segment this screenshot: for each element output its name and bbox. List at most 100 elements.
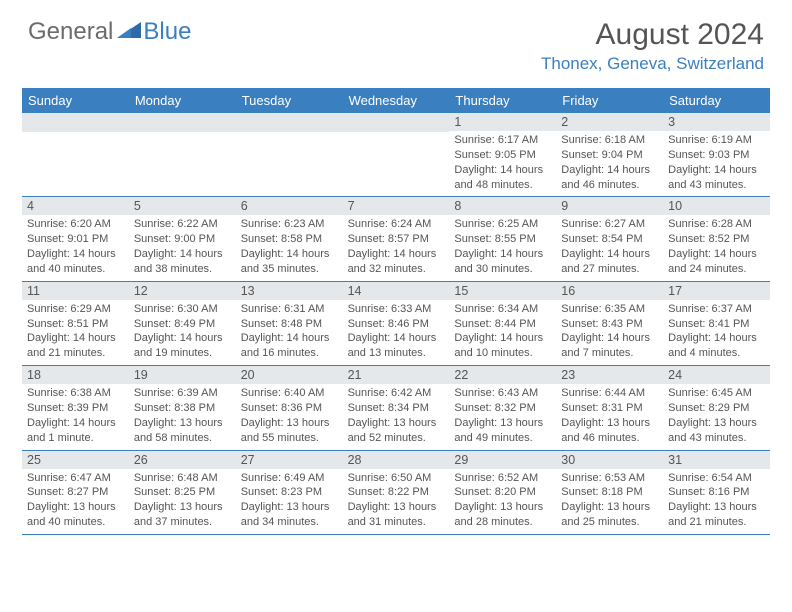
- sunrise-line: Sunrise: 6:45 AM: [668, 386, 765, 401]
- day-details: Sunrise: 6:17 AMSunset: 9:05 PMDaylight:…: [449, 131, 556, 196]
- day-cell: 13Sunrise: 6:31 AMSunset: 8:48 PMDayligh…: [236, 282, 343, 365]
- daylight-line: Daylight: 14 hours and 24 minutes.: [668, 247, 765, 277]
- weekday-tuesday: Tuesday: [236, 88, 343, 113]
- day-details: Sunrise: 6:50 AMSunset: 8:22 PMDaylight:…: [343, 469, 450, 534]
- day-cell: 11Sunrise: 6:29 AMSunset: 8:51 PMDayligh…: [22, 282, 129, 365]
- sunset-line: Sunset: 8:57 PM: [348, 232, 445, 247]
- day-cell: 6Sunrise: 6:23 AMSunset: 8:58 PMDaylight…: [236, 197, 343, 280]
- sunset-line: Sunset: 8:43 PM: [561, 317, 658, 332]
- daylight-line: Daylight: 14 hours and 10 minutes.: [454, 331, 551, 361]
- day-cell: 9Sunrise: 6:27 AMSunset: 8:54 PMDaylight…: [556, 197, 663, 280]
- sunrise-line: Sunrise: 6:40 AM: [241, 386, 338, 401]
- logo: General Blue: [28, 18, 191, 46]
- day-number: 19: [129, 366, 236, 384]
- sunset-line: Sunset: 8:38 PM: [134, 401, 231, 416]
- day-details: Sunrise: 6:27 AMSunset: 8:54 PMDaylight:…: [556, 215, 663, 280]
- daylight-line: Daylight: 14 hours and 38 minutes.: [134, 247, 231, 277]
- header: General Blue August 2024 Thonex, Geneva,…: [0, 0, 792, 82]
- daylight-line: Daylight: 14 hours and 48 minutes.: [454, 163, 551, 193]
- daylight-line: Daylight: 14 hours and 35 minutes.: [241, 247, 338, 277]
- sunrise-line: Sunrise: 6:43 AM: [454, 386, 551, 401]
- daylight-line: Daylight: 13 hours and 58 minutes.: [134, 416, 231, 446]
- sunrise-line: Sunrise: 6:47 AM: [27, 471, 124, 486]
- day-details: Sunrise: 6:43 AMSunset: 8:32 PMDaylight:…: [449, 384, 556, 449]
- sunset-line: Sunset: 8:49 PM: [134, 317, 231, 332]
- day-details: Sunrise: 6:38 AMSunset: 8:39 PMDaylight:…: [22, 384, 129, 449]
- daylight-line: Daylight: 14 hours and 40 minutes.: [27, 247, 124, 277]
- sunrise-line: Sunrise: 6:23 AM: [241, 217, 338, 232]
- day-cell: 31Sunrise: 6:54 AMSunset: 8:16 PMDayligh…: [663, 451, 770, 534]
- daylight-line: Daylight: 14 hours and 27 minutes.: [561, 247, 658, 277]
- day-cell: 7Sunrise: 6:24 AMSunset: 8:57 PMDaylight…: [343, 197, 450, 280]
- sunrise-line: Sunrise: 6:42 AM: [348, 386, 445, 401]
- sunset-line: Sunset: 9:04 PM: [561, 148, 658, 163]
- daylight-line: Daylight: 14 hours and 13 minutes.: [348, 331, 445, 361]
- day-cell: 30Sunrise: 6:53 AMSunset: 8:18 PMDayligh…: [556, 451, 663, 534]
- weekday-thursday: Thursday: [449, 88, 556, 113]
- day-number: 5: [129, 197, 236, 215]
- day-number: 14: [343, 282, 450, 300]
- sunset-line: Sunset: 8:29 PM: [668, 401, 765, 416]
- week-row: 4Sunrise: 6:20 AMSunset: 9:01 PMDaylight…: [22, 197, 770, 281]
- day-details: Sunrise: 6:30 AMSunset: 8:49 PMDaylight:…: [129, 300, 236, 365]
- day-details: Sunrise: 6:44 AMSunset: 8:31 PMDaylight:…: [556, 384, 663, 449]
- day-details: Sunrise: 6:24 AMSunset: 8:57 PMDaylight:…: [343, 215, 450, 280]
- weekday-friday: Friday: [556, 88, 663, 113]
- daylight-line: Daylight: 14 hours and 30 minutes.: [454, 247, 551, 277]
- day-cell: 18Sunrise: 6:38 AMSunset: 8:39 PMDayligh…: [22, 366, 129, 449]
- daylight-line: Daylight: 13 hours and 40 minutes.: [27, 500, 124, 530]
- day-cell: 10Sunrise: 6:28 AMSunset: 8:52 PMDayligh…: [663, 197, 770, 280]
- sunset-line: Sunset: 8:23 PM: [241, 485, 338, 500]
- empty-daynum: [343, 113, 450, 132]
- day-number: 3: [663, 113, 770, 131]
- day-details: Sunrise: 6:49 AMSunset: 8:23 PMDaylight:…: [236, 469, 343, 534]
- calendar: SundayMondayTuesdayWednesdayThursdayFrid…: [22, 88, 770, 535]
- day-number: 28: [343, 451, 450, 469]
- sunset-line: Sunset: 8:46 PM: [348, 317, 445, 332]
- sunrise-line: Sunrise: 6:37 AM: [668, 302, 765, 317]
- sunrise-line: Sunrise: 6:31 AM: [241, 302, 338, 317]
- week-row: 25Sunrise: 6:47 AMSunset: 8:27 PMDayligh…: [22, 451, 770, 535]
- sunset-line: Sunset: 8:22 PM: [348, 485, 445, 500]
- day-cell: 24Sunrise: 6:45 AMSunset: 8:29 PMDayligh…: [663, 366, 770, 449]
- sunrise-line: Sunrise: 6:39 AM: [134, 386, 231, 401]
- day-cell: 3Sunrise: 6:19 AMSunset: 9:03 PMDaylight…: [663, 113, 770, 196]
- day-details: Sunrise: 6:42 AMSunset: 8:34 PMDaylight:…: [343, 384, 450, 449]
- day-cell: 15Sunrise: 6:34 AMSunset: 8:44 PMDayligh…: [449, 282, 556, 365]
- day-cell: 26Sunrise: 6:48 AMSunset: 8:25 PMDayligh…: [129, 451, 236, 534]
- empty-cell: [236, 113, 343, 196]
- sunset-line: Sunset: 8:51 PM: [27, 317, 124, 332]
- week-row: 11Sunrise: 6:29 AMSunset: 8:51 PMDayligh…: [22, 282, 770, 366]
- location: Thonex, Geneva, Switzerland: [541, 54, 764, 74]
- sunset-line: Sunset: 8:34 PM: [348, 401, 445, 416]
- daylight-line: Daylight: 13 hours and 25 minutes.: [561, 500, 658, 530]
- daylight-line: Daylight: 14 hours and 46 minutes.: [561, 163, 658, 193]
- sunset-line: Sunset: 8:54 PM: [561, 232, 658, 247]
- logo-text-blue: Blue: [143, 18, 191, 46]
- sunset-line: Sunset: 8:32 PM: [454, 401, 551, 416]
- sunset-line: Sunset: 8:55 PM: [454, 232, 551, 247]
- weeks-container: 1Sunrise: 6:17 AMSunset: 9:05 PMDaylight…: [22, 113, 770, 535]
- sunrise-line: Sunrise: 6:50 AM: [348, 471, 445, 486]
- day-cell: 1Sunrise: 6:17 AMSunset: 9:05 PMDaylight…: [449, 113, 556, 196]
- logo-triangle-icon: [117, 20, 141, 45]
- sunset-line: Sunset: 8:39 PM: [27, 401, 124, 416]
- daylight-line: Daylight: 13 hours and 21 minutes.: [668, 500, 765, 530]
- daylight-line: Daylight: 14 hours and 32 minutes.: [348, 247, 445, 277]
- sunrise-line: Sunrise: 6:49 AM: [241, 471, 338, 486]
- daylight-line: Daylight: 14 hours and 19 minutes.: [134, 331, 231, 361]
- day-cell: 16Sunrise: 6:35 AMSunset: 8:43 PMDayligh…: [556, 282, 663, 365]
- sunrise-line: Sunrise: 6:17 AM: [454, 133, 551, 148]
- day-number: 10: [663, 197, 770, 215]
- day-details: Sunrise: 6:39 AMSunset: 8:38 PMDaylight:…: [129, 384, 236, 449]
- day-details: Sunrise: 6:54 AMSunset: 8:16 PMDaylight:…: [663, 469, 770, 534]
- day-details: Sunrise: 6:22 AMSunset: 9:00 PMDaylight:…: [129, 215, 236, 280]
- day-number: 2: [556, 113, 663, 131]
- sunset-line: Sunset: 8:27 PM: [27, 485, 124, 500]
- day-details: Sunrise: 6:35 AMSunset: 8:43 PMDaylight:…: [556, 300, 663, 365]
- day-details: Sunrise: 6:23 AMSunset: 8:58 PMDaylight:…: [236, 215, 343, 280]
- day-cell: 14Sunrise: 6:33 AMSunset: 8:46 PMDayligh…: [343, 282, 450, 365]
- day-cell: 20Sunrise: 6:40 AMSunset: 8:36 PMDayligh…: [236, 366, 343, 449]
- day-cell: 5Sunrise: 6:22 AMSunset: 9:00 PMDaylight…: [129, 197, 236, 280]
- day-details: Sunrise: 6:20 AMSunset: 9:01 PMDaylight:…: [22, 215, 129, 280]
